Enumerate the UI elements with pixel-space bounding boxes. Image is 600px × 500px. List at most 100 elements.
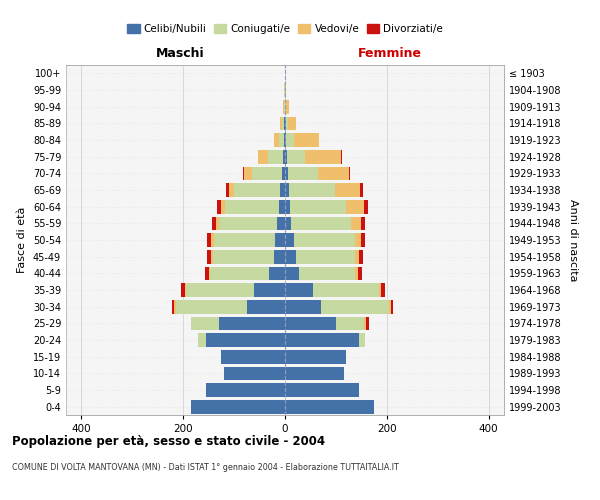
Bar <box>320 300 389 314</box>
Bar <box>293 133 319 147</box>
Bar <box>210 266 269 280</box>
Bar <box>205 266 209 280</box>
Bar <box>286 100 289 114</box>
Bar <box>212 250 274 264</box>
Bar <box>346 200 364 213</box>
Bar <box>289 183 335 197</box>
Bar <box>282 116 284 130</box>
Bar <box>191 400 285 413</box>
Bar <box>291 216 351 230</box>
Bar <box>285 266 299 280</box>
Bar <box>219 316 285 330</box>
Bar <box>285 166 287 180</box>
Bar <box>285 100 286 114</box>
Bar <box>296 250 355 264</box>
Bar <box>274 250 285 264</box>
Bar <box>283 166 285 180</box>
Bar <box>226 200 279 213</box>
Bar <box>355 266 358 280</box>
Bar <box>285 200 290 213</box>
Bar <box>361 183 363 197</box>
Bar <box>285 350 346 364</box>
Bar <box>229 183 234 197</box>
Bar <box>285 316 336 330</box>
Bar <box>364 316 367 330</box>
Bar <box>206 383 285 397</box>
Bar <box>224 366 285 380</box>
Bar <box>364 200 368 213</box>
Bar <box>355 233 361 247</box>
Bar <box>283 150 285 164</box>
Bar <box>285 216 291 230</box>
Bar <box>391 300 394 314</box>
Bar <box>285 133 286 147</box>
Bar <box>335 183 361 197</box>
Bar <box>367 316 369 330</box>
Bar <box>243 166 244 180</box>
Bar <box>258 150 268 164</box>
Bar <box>355 250 359 264</box>
Bar <box>219 216 277 230</box>
Bar <box>207 250 211 264</box>
Bar <box>361 233 365 247</box>
Bar <box>234 183 280 197</box>
Bar <box>285 300 320 314</box>
Bar <box>285 333 359 347</box>
Bar <box>286 116 288 130</box>
Bar <box>252 166 283 180</box>
Bar <box>226 183 229 197</box>
Bar <box>217 200 221 213</box>
Bar <box>285 83 286 97</box>
Bar <box>358 266 362 280</box>
Bar <box>318 166 349 180</box>
Y-axis label: Fasce di età: Fasce di età <box>17 207 27 273</box>
Bar <box>336 316 364 330</box>
Bar <box>389 300 391 314</box>
Bar <box>305 150 341 164</box>
Bar <box>359 250 363 264</box>
Bar <box>221 350 285 364</box>
Bar <box>191 316 219 330</box>
Bar <box>279 200 285 213</box>
Bar <box>381 283 385 297</box>
Bar <box>206 333 285 347</box>
Text: Popolazione per età, sesso e stato civile - 2004: Popolazione per età, sesso e stato civil… <box>12 435 325 448</box>
Legend: Celibi/Nubili, Coniugati/e, Vedovi/e, Divorziati/e: Celibi/Nubili, Coniugati/e, Vedovi/e, Di… <box>123 20 447 38</box>
Bar <box>244 166 252 180</box>
Bar <box>207 233 211 247</box>
Bar <box>280 133 284 147</box>
Bar <box>185 283 254 297</box>
Bar <box>284 100 285 114</box>
Bar <box>379 283 381 297</box>
Bar <box>313 283 379 297</box>
Bar <box>285 366 344 380</box>
Bar <box>209 266 210 280</box>
Bar <box>216 216 219 230</box>
Bar <box>285 400 374 413</box>
Bar <box>212 216 216 230</box>
Bar <box>286 133 293 147</box>
Bar <box>349 166 350 180</box>
Bar <box>285 250 296 264</box>
Bar <box>288 116 296 130</box>
Bar <box>211 233 214 247</box>
Bar <box>277 216 285 230</box>
Bar <box>290 200 346 213</box>
Bar <box>361 216 365 230</box>
Bar <box>268 150 283 164</box>
Bar <box>269 266 285 280</box>
Bar <box>172 300 175 314</box>
Text: Femmine: Femmine <box>358 47 422 60</box>
Bar <box>181 283 185 297</box>
Bar <box>287 166 318 180</box>
Bar <box>175 300 247 314</box>
Bar <box>285 233 294 247</box>
Bar <box>294 233 355 247</box>
Bar <box>287 150 305 164</box>
Bar <box>175 300 176 314</box>
Bar <box>274 133 280 147</box>
Bar <box>285 150 287 164</box>
Bar <box>254 283 285 297</box>
Bar <box>275 233 285 247</box>
Bar <box>280 116 282 130</box>
